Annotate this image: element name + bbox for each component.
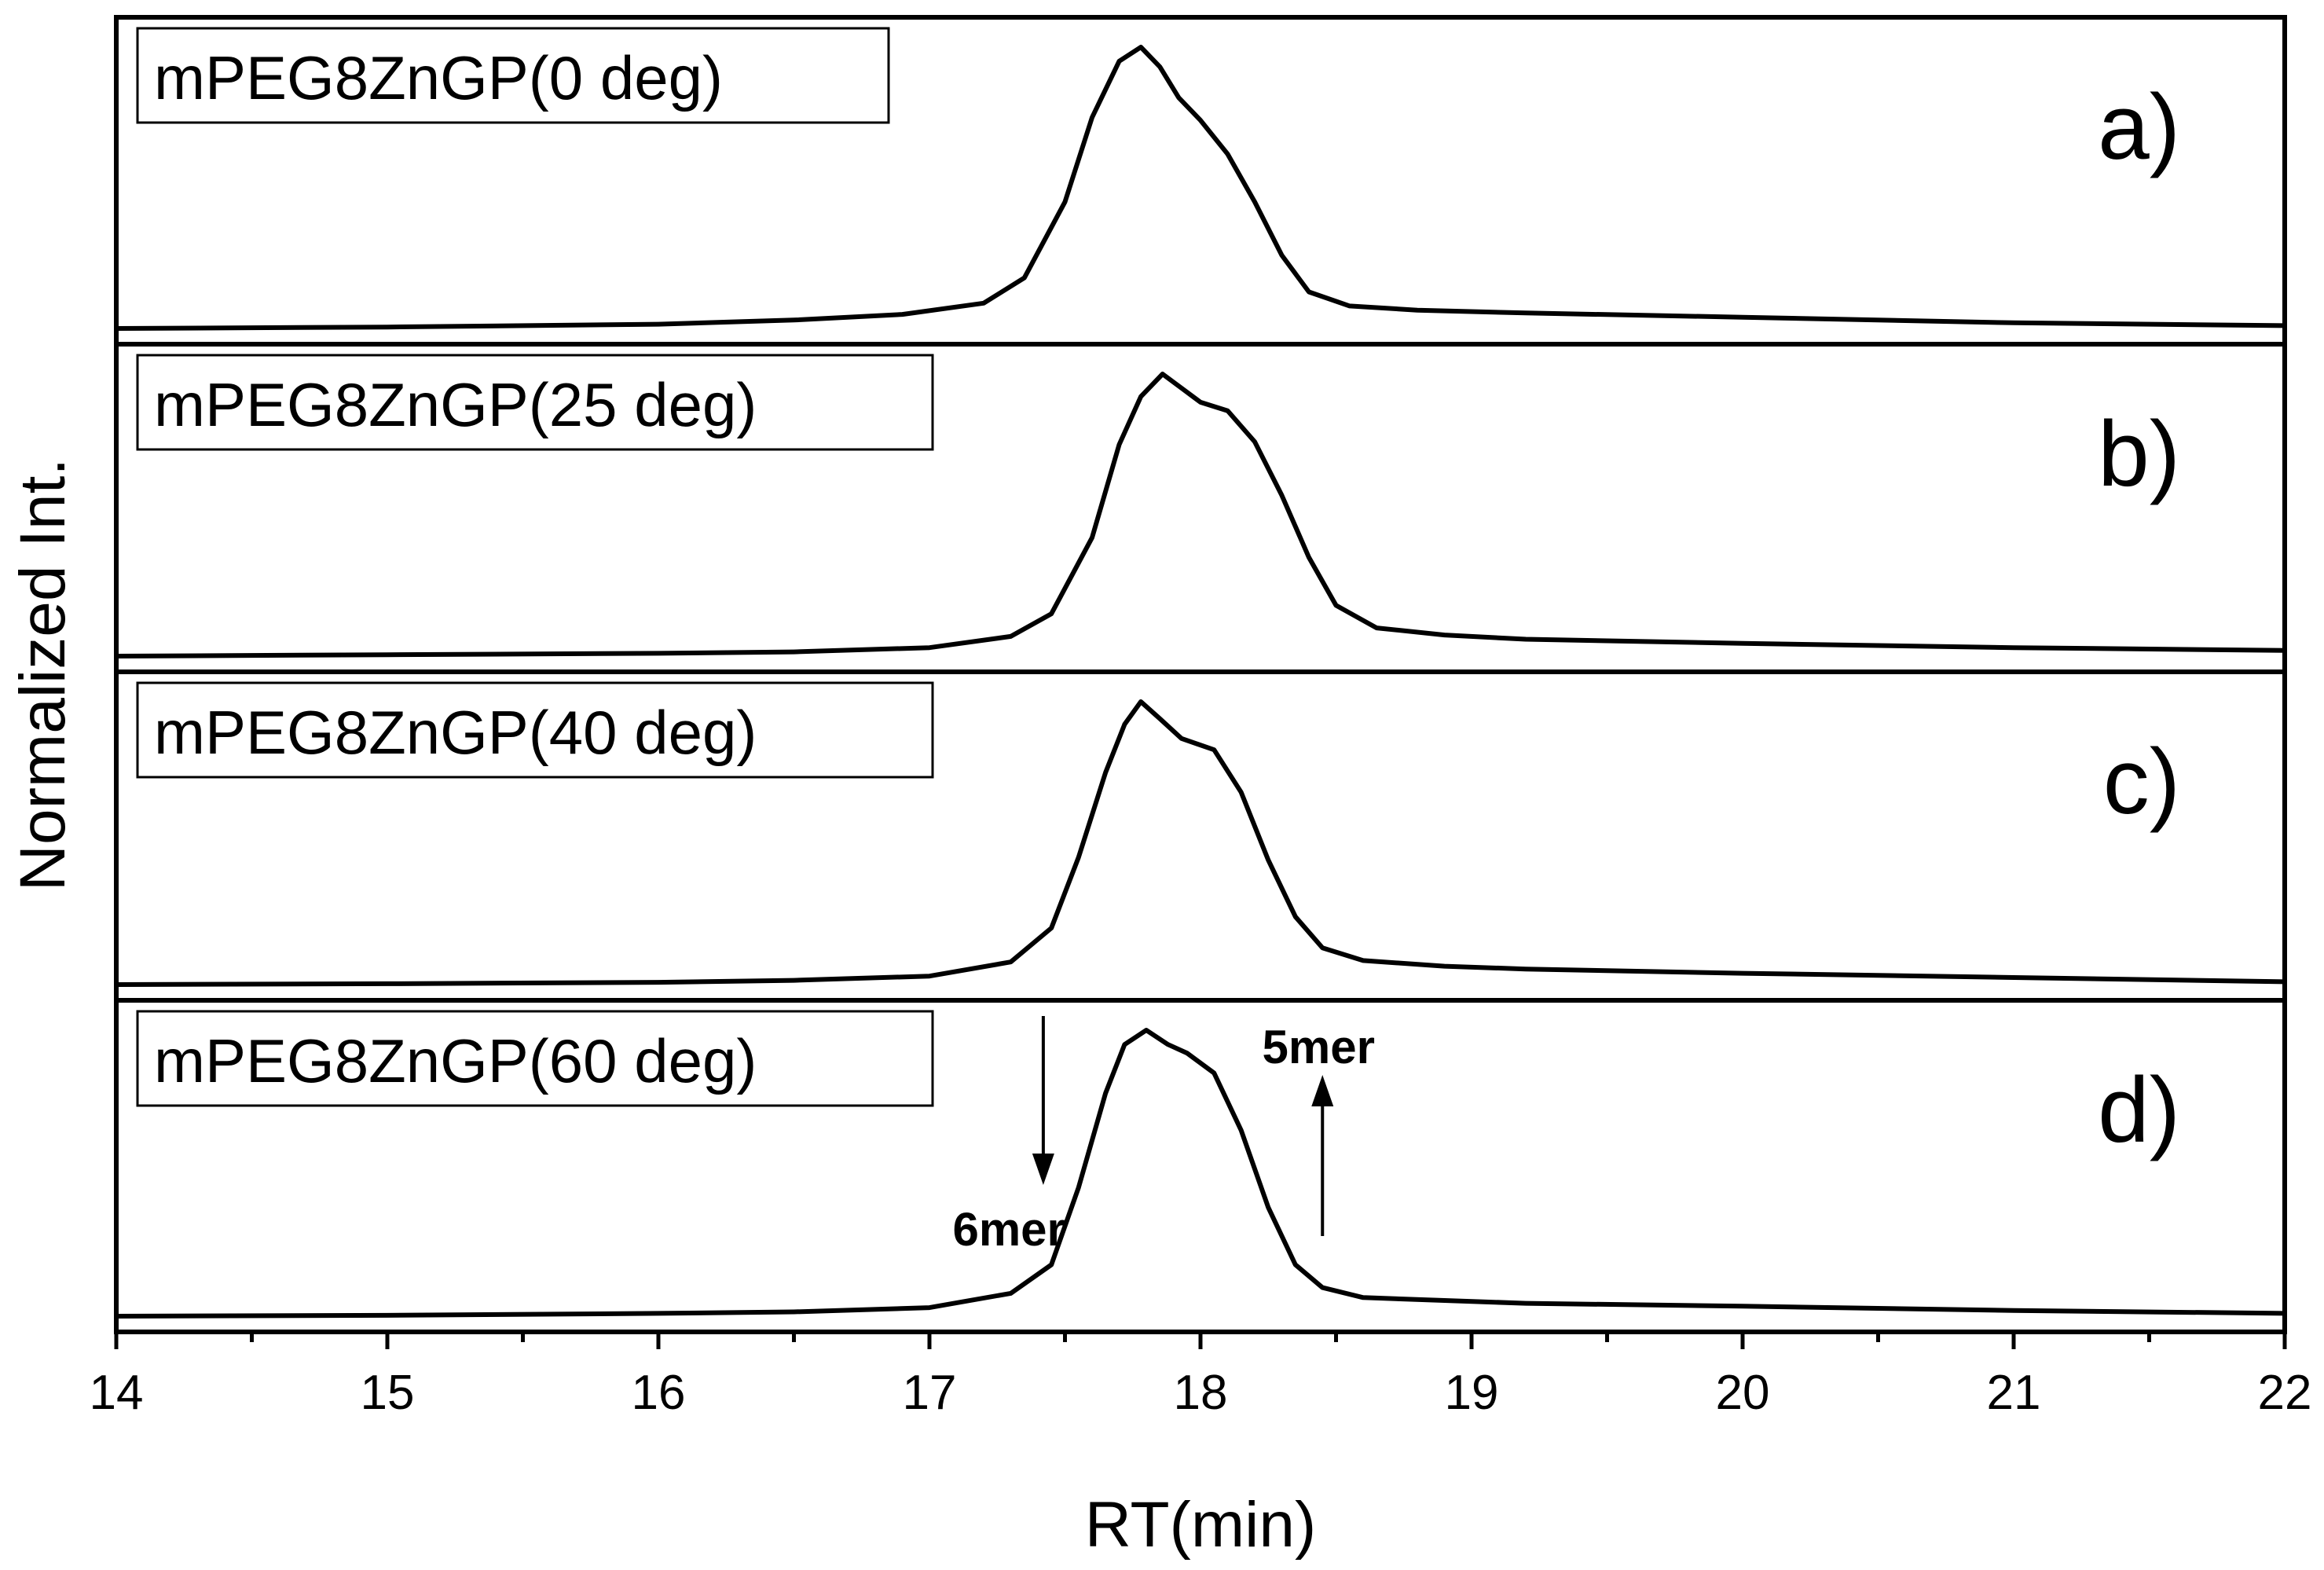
panel-label: b) — [2098, 402, 2180, 506]
y-axis-title: Normalized Int. — [7, 458, 79, 891]
panel-label: a) — [2098, 75, 2180, 179]
legend-box — [136, 1010, 934, 1107]
series-line-c — [114, 699, 2287, 987]
x-axis: 14 15 16 17 18 19 20 21 22 — [90, 1332, 2312, 1420]
x-tick-label: 19 — [1445, 1366, 1499, 1420]
annotation-label: 6mer — [952, 1203, 1065, 1256]
x-tick-label: 14 — [90, 1366, 144, 1420]
x-tick-label: 15 — [361, 1366, 415, 1420]
legend-box — [136, 681, 934, 779]
x-tick-label: 22 — [2258, 1366, 2312, 1420]
legend-label: mPEG8ZnGP(25 deg) — [154, 370, 757, 439]
series-line-b — [114, 372, 2287, 658]
panel-c: mPEG8ZnGP(40 deg) c) — [114, 669, 2287, 1003]
legend-box — [136, 354, 934, 451]
legend-label: mPEG8ZnGP(40 deg) — [154, 698, 757, 767]
legend-box — [136, 27, 890, 124]
annotation-6mer: 6mer — [952, 1016, 1065, 1256]
legend-label: mPEG8ZnGP(60 deg) — [154, 1026, 757, 1095]
panel-b: mPEG8ZnGP(25 deg) b) — [114, 342, 2287, 674]
panel-label: d) — [2098, 1058, 2180, 1162]
annotation-label: 5mer — [1263, 1021, 1375, 1073]
x-tick-label: 17 — [903, 1366, 957, 1420]
panel-a: mPEG8ZnGP(0 deg) a) — [114, 15, 2287, 347]
panels-layer: mPEG8ZnGP(0 deg) a)mPEG8ZnGP(25 deg) b)mPE… — [114, 15, 2287, 1334]
x-tick-label: 20 — [1716, 1366, 1770, 1420]
panel-label: c) — [2103, 730, 2180, 834]
arrowhead-up — [1311, 1075, 1334, 1106]
annotation-5mer: 5mer — [1263, 1021, 1375, 1236]
x-axis-title: RT(min) — [1085, 1489, 1317, 1561]
x-tick-label: 18 — [1174, 1366, 1228, 1420]
x-tick-label: 21 — [1987, 1366, 2041, 1420]
arrowhead-down — [1032, 1154, 1054, 1185]
panel-d: mPEG8ZnGP(60 deg) d) 6mer 5mer — [114, 998, 2287, 1334]
x-tick-label: 16 — [632, 1366, 686, 1420]
series-line-d — [114, 1028, 2287, 1319]
series-line-a — [114, 45, 2287, 331]
legend-label: mPEG8ZnGP(0 deg) — [154, 43, 723, 112]
